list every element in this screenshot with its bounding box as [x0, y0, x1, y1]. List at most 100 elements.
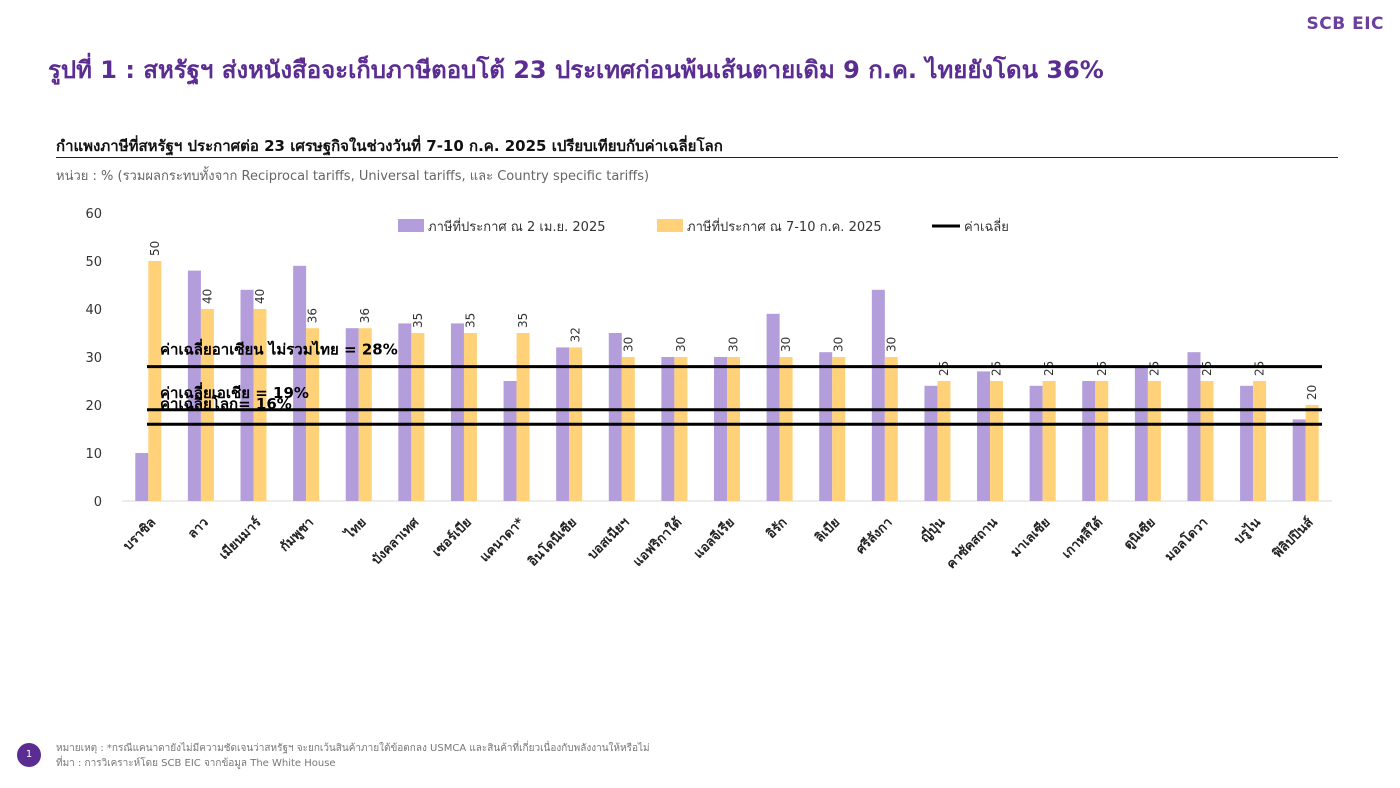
bar-july	[1305, 405, 1319, 501]
bar-july	[1147, 381, 1161, 501]
data-label: 25	[937, 361, 951, 376]
category-label: อินโดนีเซีย	[524, 514, 580, 570]
data-label: 35	[463, 313, 477, 328]
bar-april	[503, 381, 517, 501]
bar-july	[358, 328, 372, 501]
data-label: 40	[200, 289, 214, 304]
chart-subtitle: กำแพงภาษีที่สหรัฐฯ ประกาศต่อ 23 เศรษฐกิจ…	[56, 137, 723, 155]
bar-april	[450, 323, 464, 501]
category-label: ลาว	[185, 515, 212, 542]
bar-july	[1042, 381, 1056, 501]
category-label: กัมพูชา	[277, 515, 317, 555]
bar-july	[674, 357, 688, 501]
bar-april	[1134, 366, 1148, 501]
y-tick-label: 50	[85, 255, 102, 270]
legend-swatch-july	[657, 219, 683, 232]
bar-april	[608, 333, 622, 501]
bar-april	[766, 313, 780, 501]
data-label: 36	[306, 308, 320, 323]
data-label: 35	[411, 313, 425, 328]
bar-april	[977, 371, 991, 501]
bar-july	[200, 309, 214, 501]
category-label: บอสเนียฯ	[584, 515, 632, 563]
average-label: ค่าเฉลี่ยโลก= 16%	[160, 393, 292, 413]
category-label: เซอร์เบีย	[429, 515, 475, 561]
data-label: 25	[1147, 361, 1161, 376]
legend-label-april: ภาษีที่ประกาศ ณ 2 เม.ย. 2025	[428, 218, 606, 235]
y-tick-label: 40	[85, 303, 102, 318]
bar-april	[293, 265, 307, 501]
category-label: แอลจีเรีย	[691, 515, 738, 562]
y-tick-label: 0	[94, 495, 102, 510]
category-label: ญี่ปุ่น	[916, 513, 949, 546]
category-label: ลิเบีย	[812, 515, 843, 546]
data-label: 25	[1042, 361, 1056, 376]
data-label: 50	[148, 241, 162, 256]
bar-april	[1240, 385, 1254, 501]
bar-april	[135, 453, 149, 501]
category-label: บรูไน	[1230, 514, 1264, 548]
bar-july	[306, 328, 320, 501]
legend-label-average: ค่าเฉลี่ย	[964, 218, 1009, 235]
category-label: บังคลาเทศ	[369, 515, 422, 568]
legend-label-july: ภาษีที่ประกาศ ณ 7-10 ก.ค. 2025	[687, 218, 882, 235]
data-label: 30	[621, 337, 635, 352]
data-label: 25	[1095, 361, 1109, 376]
bar-july	[990, 381, 1004, 501]
data-label: 25	[1200, 361, 1214, 376]
bar-april	[871, 289, 885, 501]
bar-april	[398, 323, 412, 501]
data-label: 35	[516, 313, 530, 328]
bar-april	[345, 328, 359, 501]
bar-july	[727, 357, 740, 501]
bar-april	[819, 352, 833, 501]
y-tick-label: 30	[85, 351, 102, 366]
bar-july	[253, 309, 267, 501]
category-label: มอลโดวา	[1161, 514, 1211, 564]
data-label: 30	[832, 337, 846, 352]
bar-april	[1029, 385, 1043, 501]
y-tick-label: 20	[85, 399, 102, 414]
bar-july	[779, 357, 793, 501]
average-label: ค่าเฉลี่ยเอเชีย = 19%	[160, 382, 309, 402]
data-label: 30	[674, 337, 688, 352]
legend-swatch-april	[398, 219, 424, 232]
data-label: 40	[253, 289, 267, 304]
bar-july	[1253, 381, 1267, 501]
data-label: 30	[727, 337, 741, 352]
page-title: รูปที่ 1 : สหรัฐฯ ส่งหนังสือจะเก็บภาษีตอ…	[48, 56, 1104, 84]
source-note: ที่มา : การวิเคราะห์โดย SCB EIC จากข้อมู…	[56, 758, 336, 769]
y-tick-label: 60	[85, 207, 102, 222]
category-label: เมียนมาร์	[216, 515, 264, 563]
bar-july	[516, 333, 530, 501]
category-label: แคนาดา*	[477, 515, 527, 565]
footnote: หมายเหตุ : *กรณีแคนาดายังไม่มีความชัดเจน…	[56, 743, 650, 754]
subtitle-divider	[56, 157, 1338, 158]
bar-july	[411, 333, 425, 501]
data-label: 20	[1305, 385, 1319, 400]
bar-april	[661, 357, 675, 501]
category-label: ตูนิเซีย	[1120, 515, 1158, 553]
data-label: 36	[358, 308, 372, 323]
data-label: 30	[779, 337, 793, 352]
category-label: มาเลเซีย	[1007, 515, 1053, 561]
bar-april	[1082, 381, 1096, 501]
bar-july	[884, 357, 898, 501]
category-label: อิรัก	[764, 515, 791, 542]
data-label: 25	[990, 361, 1004, 376]
bar-july	[1200, 381, 1214, 501]
category-label: ศรีลังกา	[853, 515, 896, 558]
bar-april	[714, 357, 727, 501]
data-label: 25	[1253, 361, 1267, 376]
bar-april	[924, 385, 938, 501]
category-label: บราซิล	[121, 515, 159, 553]
scb-eic-logo: SCB EIC	[1306, 14, 1384, 34]
bar-july	[621, 357, 635, 501]
bar-july	[463, 333, 477, 501]
bar-july	[832, 357, 846, 501]
bar-july	[1095, 381, 1109, 501]
bar-july	[937, 381, 951, 501]
category-label: เกาหลีใต้	[1058, 514, 1106, 562]
category-label: แอฟริกาใต้	[629, 514, 685, 570]
bar-april	[1187, 352, 1201, 501]
